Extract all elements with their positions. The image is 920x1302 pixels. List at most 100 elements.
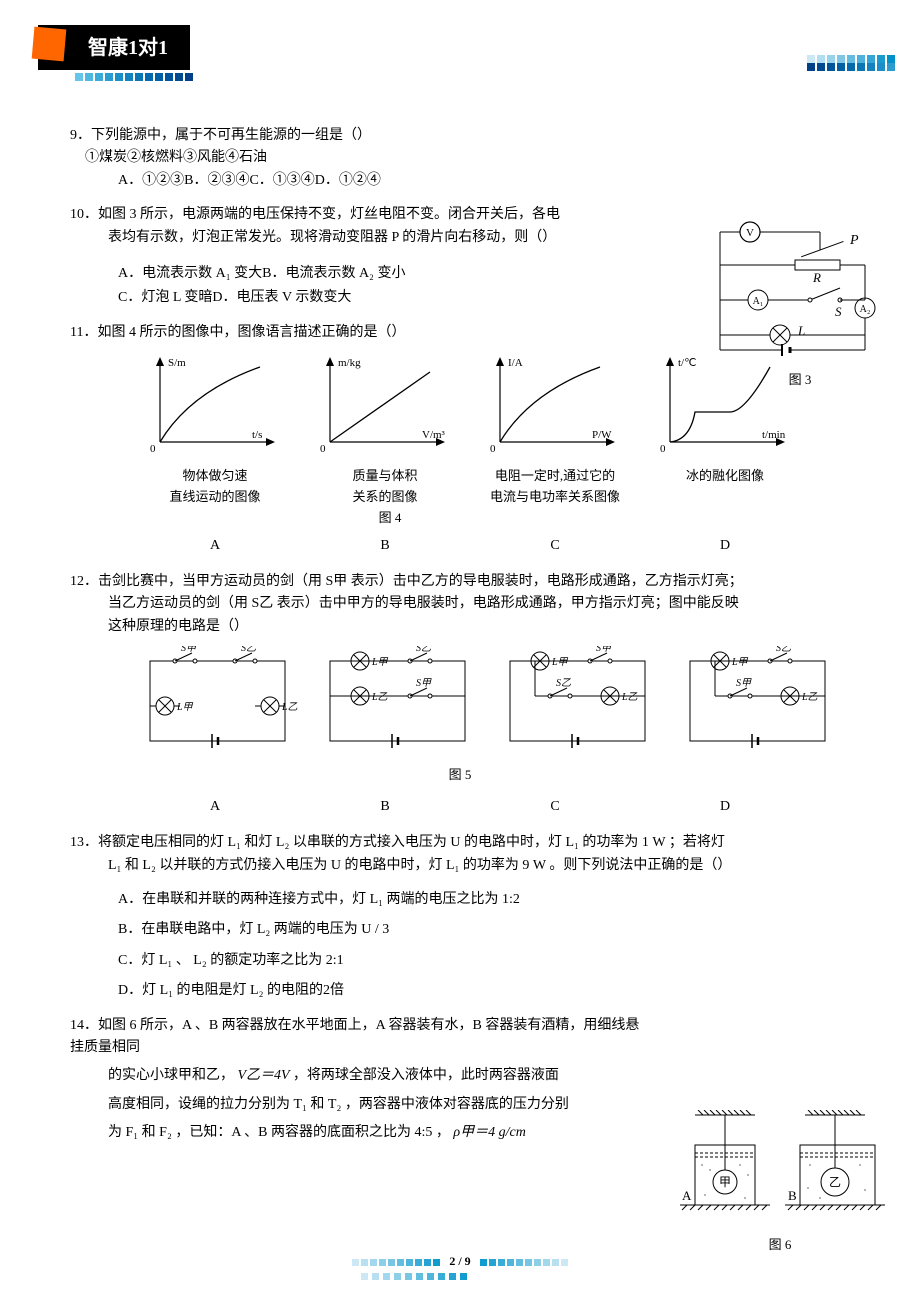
q13-optA: A．在串联和并联的两种连接方式中，灯 L₁ 两端的电压之比为 1:2 (118, 889, 890, 911)
svg-text:L乙: L乙 (621, 692, 638, 703)
circuit-row: S甲S乙 L甲L乙 L甲S乙 L乙S甲 L甲S甲 S乙L乙 L甲S乙 S甲L乙 (130, 646, 850, 761)
circuit-letters: ABCD (130, 796, 810, 818)
q10-stem1: 如图 3 所示，电源两端的电压保持不变，灯丝电阻不变。闭合开关后，各电 (98, 207, 560, 222)
svg-text:L甲: L甲 (176, 702, 194, 713)
svg-text:L乙: L乙 (281, 702, 298, 713)
figure-4-label: 图 4 (0, 508, 890, 529)
chart-caption-D: 冰的融化图像 (650, 466, 800, 508)
q11-stem: 如图 4 所示的图像中，图像语言描述正确的是（） (97, 325, 405, 340)
question-11: 11．如图 4 所示的图像中，图像语言描述正确的是（） S/m t/s 0 m/… (70, 322, 890, 557)
page-footer: 2 / 9 (0, 1252, 920, 1280)
svg-text:S乙: S乙 (776, 646, 791, 654)
circuit-3-svg: V P R A₂ A₁ S L (710, 220, 890, 360)
svg-text:R: R (812, 270, 821, 285)
svg-text:A: A (682, 1188, 692, 1203)
svg-text:S乙: S乙 (241, 646, 256, 654)
logo-text: 智康1对1 (88, 32, 168, 64)
circuit-letter-B: B (310, 796, 460, 818)
q13-num: 13． (70, 835, 98, 850)
svg-text:P/W: P/W (592, 429, 612, 441)
chart-C: I/A P/W 0 (480, 352, 630, 462)
q14-num: 14． (70, 1018, 98, 1033)
chart-letter-D: D (650, 535, 800, 557)
q9-stem: 下列能源中，属于不可再生能源的一组是（） (91, 128, 371, 143)
q14-stem1: 如图 6 所示，A 、B 两容器放在水平地面上，A 容器装有水，B 容器装有酒精… (70, 1018, 639, 1055)
q14-stem2b: V乙＝4V (234, 1068, 293, 1083)
circuit-option-C: L甲S甲 S乙L乙 (500, 646, 660, 761)
q10-num: 10． (70, 207, 98, 222)
svg-text:A₂: A₂ (860, 304, 871, 315)
q14-stem2c: ，将两球全部没入液体中，此时两容器液面 (293, 1068, 559, 1083)
q13-stem1a: 将额定电压相同的灯 L₁ 和灯 L₂ 以串联的方式接入电压为 U 的电路中时，灯… (98, 835, 725, 850)
chart-captions: 物体做匀速直线运动的图像质量与体积关系的图像电阻一定时,通过它的电流与电功率关系… (130, 466, 810, 508)
q10-optA: A．电流表示数 A₁ 变大 (118, 266, 262, 281)
q10-stem2: 表均有示数，灯泡正常发光。现将滑动变阻器 P 的滑片向右移动，则（） (108, 227, 690, 249)
question-12: 12．击剑比赛中，当甲方运动员的剑（用 S甲 表示）击中乙方的导电服装时，电路形… (70, 571, 890, 818)
svg-text:P: P (849, 233, 859, 248)
svg-text:m/kg: m/kg (338, 357, 361, 369)
svg-text:A₁: A₁ (753, 296, 764, 307)
svg-text:L乙: L乙 (801, 692, 818, 703)
q9-num: 9． (70, 128, 91, 143)
circuit-option-D: L甲 S乙 S甲 L乙 (680, 646, 840, 761)
question-14: 14．如图 6 所示，A 、B 两容器放在水平地面上，A 容器装有水，B 容器装… (70, 1015, 650, 1145)
svg-text:乙: 乙 (829, 1175, 841, 1189)
footer-dots-right (480, 1259, 568, 1266)
content-area: 9．下列能源中，属于不可再生能源的一组是（） ①煤炭②核燃料③风能④石油 A．①… (70, 125, 890, 1157)
svg-text:t/℃: t/℃ (678, 357, 696, 369)
figure-5-label: 图 5 (30, 765, 890, 786)
circuit-letter-D: D (650, 796, 800, 818)
svg-text:0: 0 (660, 443, 666, 455)
svg-text:L甲: L甲 (731, 657, 749, 668)
q13-optC: C．灯 L₁ 、 L₂ 的额定功率之比为 2:1 (118, 950, 890, 972)
footer-dots-left (352, 1259, 440, 1266)
svg-text:0: 0 (320, 443, 326, 455)
q13-optB: B．在串联电路中，灯 L₂ 两端的电压为 U / 3 (118, 919, 890, 941)
q10-optB: B．电流表示数 A₂ 变小 (262, 266, 405, 281)
q14-stem3: 高度相同，设绳的拉力分别为 T₁ 和 T₂ ，两容器中液体对容器底的压力分别 (108, 1094, 650, 1116)
q14-stem4b: ρ甲＝4 g/cm (450, 1125, 526, 1140)
chart-letters: ABCD (130, 535, 810, 557)
q14-stem2a: 的实心小球甲和乙， (108, 1068, 234, 1083)
q10-optD: D．电压表 V 示数变大 (212, 290, 351, 305)
circuit-option-B: L甲S乙 L乙S甲 (320, 646, 480, 761)
question-9: 9．下列能源中，属于不可再生能源的一组是（） ①煤炭②核燃料③风能④石油 A．①… (70, 125, 890, 192)
svg-text:L: L (797, 323, 805, 338)
chart-letter-A: A (140, 535, 290, 557)
chart-A: S/m t/s 0 (140, 352, 290, 462)
chart-letter-B: B (310, 535, 460, 557)
q9-sub: ①煤炭②核燃料③风能④石油 (85, 147, 890, 169)
header-dots-right (807, 55, 895, 71)
svg-text:I/A: I/A (508, 357, 523, 369)
svg-text:t/s: t/s (252, 429, 262, 441)
svg-text:S: S (835, 304, 842, 319)
circuit-letter-A: A (140, 796, 290, 818)
svg-text:V: V (746, 227, 754, 239)
q14-stem4a: 为 F₁ 和 F₂ ，已知：A 、B 两容器的底面积之比为 4:5 ， (108, 1125, 450, 1140)
q13-optD: D．灯 L₁ 的电阻是灯 L₂ 的电阻的2倍 (118, 980, 890, 1002)
svg-text:S甲: S甲 (181, 646, 197, 654)
circuit-option-A: S甲 S乙 L甲 L乙 (140, 646, 300, 761)
q12-num: 12． (70, 574, 98, 589)
svg-text:t/min: t/min (762, 429, 786, 441)
figure-6: 甲 乙 A B 图 6 (670, 1110, 890, 1256)
chart-caption-C: 电阻一定时,通过它的电流与电功率关系图像 (480, 466, 630, 508)
svg-text:甲: 甲 (719, 1175, 731, 1189)
svg-text:V/m³: V/m³ (422, 429, 446, 441)
question-13: 13．将额定电压相同的灯 L₁ 和灯 L₂ 以串联的方式接入电压为 U 的电路中… (70, 832, 890, 1002)
svg-text:S甲: S甲 (596, 646, 612, 654)
brand-logo: 智康1对1 (38, 25, 190, 70)
circuit-letter-C: C (480, 796, 630, 818)
svg-text:L甲: L甲 (551, 657, 569, 668)
logo-accent (32, 27, 67, 62)
svg-text:0: 0 (150, 443, 156, 455)
chart-caption-B: 质量与体积关系的图像 (310, 466, 460, 508)
chart-B: m/kg V/m³ 0 (310, 352, 460, 462)
q12-stem2: 当乙方运动员的剑（用 S乙 表示）击中甲方的导电服装时，电路形成通路，甲方指示灯… (108, 593, 890, 615)
svg-text:S甲: S甲 (736, 678, 752, 689)
svg-text:0: 0 (490, 443, 496, 455)
svg-text:L乙: L乙 (371, 692, 388, 703)
q13-stem1b: L₁ 和 L₂ 以并联的方式仍接入电压为 U 的电路中时，灯 L₁ 的功率为 9… (108, 855, 890, 877)
chart-caption-A: 物体做匀速直线运动的图像 (140, 466, 290, 508)
figure-6-svg: 甲 乙 A B (670, 1110, 890, 1225)
